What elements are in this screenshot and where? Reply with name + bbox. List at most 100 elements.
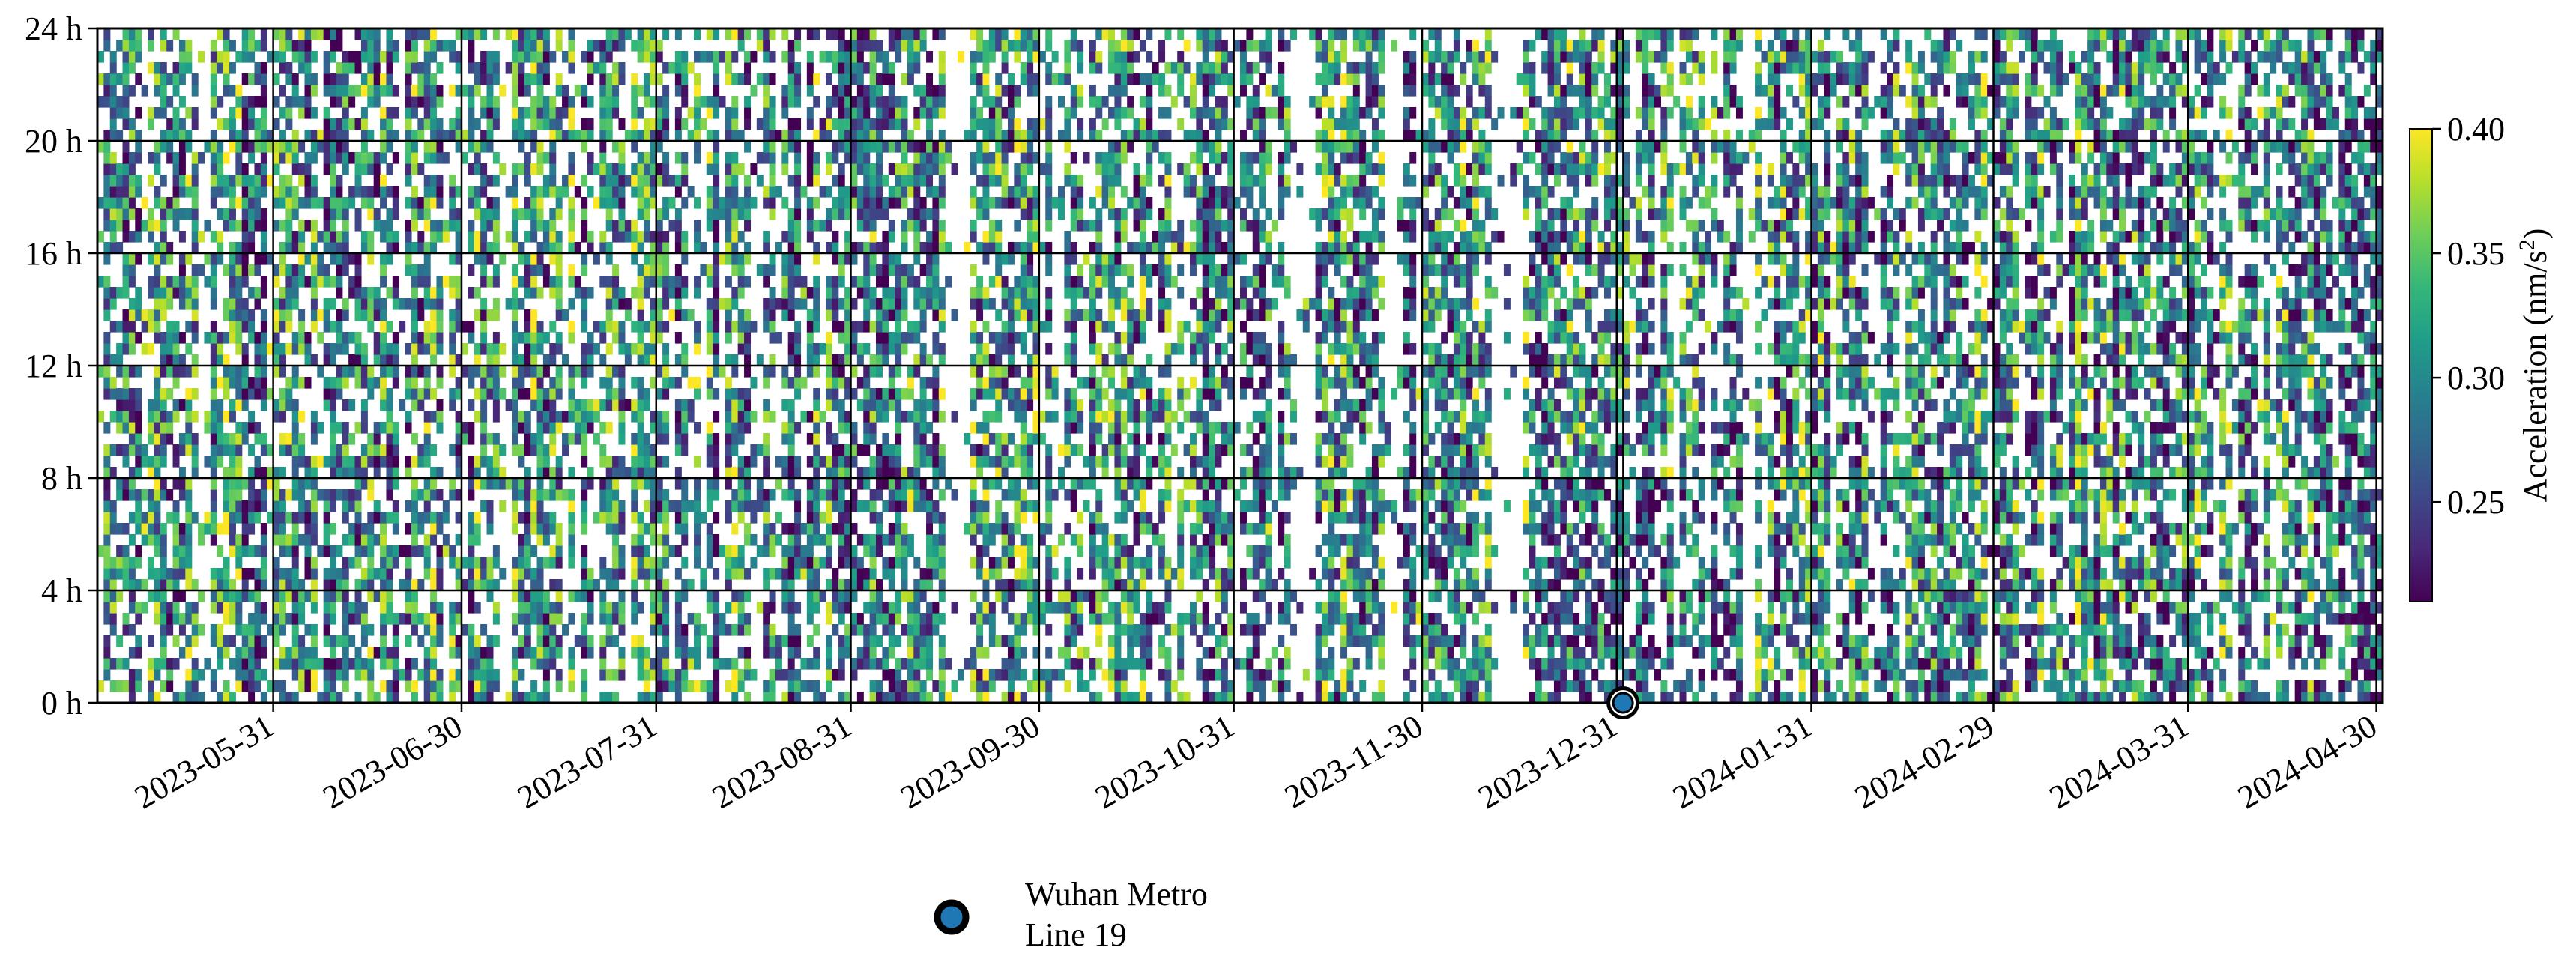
heatmap-cell	[411, 545, 418, 557]
heatmap-cell	[612, 141, 620, 153]
heatmap-cell	[731, 557, 739, 569]
heatmap-cell	[380, 444, 387, 456]
heatmap-cell	[373, 534, 381, 546]
heatmap-cell	[141, 85, 148, 97]
heatmap-cell	[599, 489, 607, 501]
heatmap-cell	[273, 321, 280, 333]
heatmap-cell	[850, 624, 858, 636]
heatmap-cell	[938, 411, 946, 423]
heatmap-cell	[122, 332, 130, 344]
heatmap-cell	[122, 276, 130, 288]
heatmap-cell	[624, 399, 632, 411]
heatmap-cell	[386, 141, 393, 153]
heatmap-cell	[763, 489, 770, 501]
heatmap-cell	[411, 602, 418, 614]
heatmap-cell	[336, 253, 343, 265]
heatmap-cell	[882, 602, 889, 614]
heatmap-cell	[731, 163, 739, 175]
heatmap-cell	[273, 523, 280, 535]
heatmap-cell	[656, 231, 663, 243]
heatmap-cell	[310, 28, 318, 40]
heatmap-cell	[122, 366, 130, 378]
heatmap-cell	[172, 152, 180, 164]
heatmap-cell	[731, 107, 739, 119]
heatmap-cell	[674, 512, 682, 524]
heatmap-cell	[172, 579, 180, 591]
heatmap-cell	[373, 433, 381, 445]
heatmap-cell	[518, 669, 525, 681]
heatmap-cell	[405, 366, 412, 378]
heatmap-cell	[882, 276, 889, 288]
heatmap-cell	[618, 40, 626, 52]
heatmap-cell	[888, 500, 895, 512]
heatmap-cell	[938, 489, 946, 501]
heatmap-cell	[103, 635, 111, 647]
heatmap-cell	[166, 287, 174, 299]
heatmap-cell	[856, 534, 864, 546]
heatmap-cell	[336, 309, 343, 321]
heatmap-cell	[392, 557, 399, 569]
heatmap-cell	[650, 175, 657, 187]
heatmap-cell	[895, 613, 902, 625]
heatmap-cell	[536, 433, 544, 445]
heatmap-cell	[128, 422, 136, 434]
heatmap-cell	[449, 399, 456, 411]
heatmap-cell	[468, 624, 475, 636]
heatmap-cell	[342, 579, 349, 591]
heatmap-cell	[901, 500, 908, 512]
heatmap-cell	[380, 175, 387, 187]
heatmap-cell	[310, 287, 318, 299]
heatmap-cell	[643, 658, 650, 670]
heatmap-cell	[210, 534, 217, 546]
heatmap-cell	[643, 354, 650, 366]
heatmap-cell	[336, 579, 343, 591]
heatmap-cell	[549, 658, 557, 670]
heatmap-cell	[932, 85, 940, 97]
heatmap-cell	[342, 590, 349, 602]
heatmap-cell	[901, 545, 908, 557]
heatmap-cell	[876, 321, 883, 333]
heatmap-cell	[492, 669, 500, 681]
heatmap-cell	[719, 613, 726, 625]
heatmap-cell	[913, 28, 921, 40]
heatmap-cell	[304, 130, 312, 142]
heatmap-cell	[210, 635, 217, 647]
heatmap-cell	[536, 411, 544, 423]
heatmap-cell	[530, 366, 538, 378]
heatmap-cell	[178, 276, 186, 288]
heatmap-cell	[436, 545, 444, 557]
heatmap-cell	[581, 478, 588, 490]
heatmap-cell	[474, 658, 481, 670]
heatmap-cell	[298, 141, 306, 153]
heatmap-cell	[825, 208, 832, 220]
heatmap-cell	[555, 545, 563, 557]
heatmap-cell	[455, 51, 462, 63]
heatmap-cell	[492, 343, 500, 355]
heatmap-cell	[330, 388, 337, 400]
heatmap-cell	[643, 680, 650, 692]
heatmap-cell	[116, 321, 124, 333]
heatmap-cell	[932, 602, 940, 614]
heatmap-cell	[235, 152, 243, 164]
heatmap-cell	[430, 489, 438, 501]
heatmap-cell	[330, 231, 337, 243]
heatmap-cell	[285, 444, 293, 456]
heatmap-cell	[542, 635, 550, 647]
heatmap-cell	[549, 478, 557, 490]
heatmap-cell	[530, 602, 538, 614]
heatmap-cell	[354, 590, 362, 602]
heatmap-cell	[291, 512, 299, 524]
heatmap-cell	[518, 478, 525, 490]
heatmap-cell	[662, 321, 670, 333]
heatmap-cell	[850, 253, 858, 265]
heatmap-cell	[794, 500, 802, 512]
heatmap-cell	[380, 658, 387, 670]
heatmap-cell	[109, 658, 117, 670]
heatmap-cell	[832, 456, 839, 468]
heatmap-cell	[210, 51, 217, 63]
heatmap-cell	[304, 220, 312, 232]
heatmap-cell	[235, 96, 243, 108]
heatmap-cell	[386, 366, 393, 378]
heatmap-cell	[468, 557, 475, 569]
heatmap-cell	[166, 253, 174, 265]
